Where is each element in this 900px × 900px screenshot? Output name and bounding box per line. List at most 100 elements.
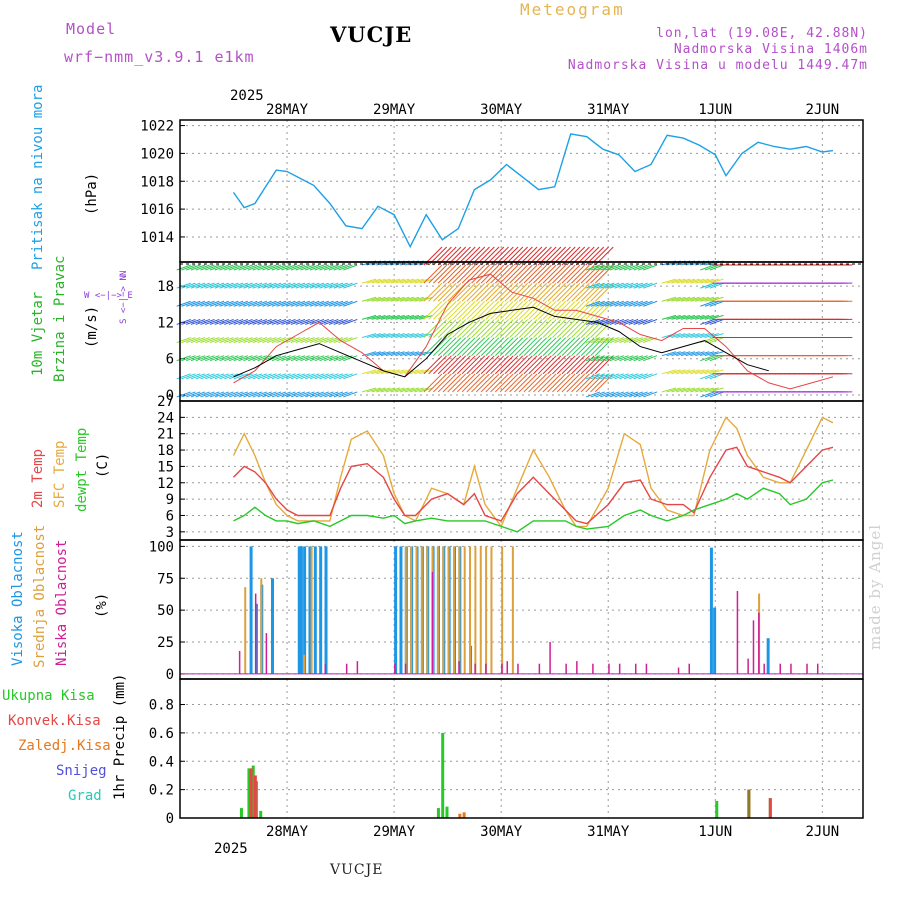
wind-barb xyxy=(666,278,681,284)
wind-barb xyxy=(485,373,505,393)
wind-barb xyxy=(533,337,552,357)
wind-barb xyxy=(552,337,571,357)
wind-barb xyxy=(633,300,648,307)
wind-barb xyxy=(247,318,263,325)
wind-barb xyxy=(542,373,562,393)
wind-barb xyxy=(671,314,686,320)
wind-barb xyxy=(181,282,196,289)
cloud-bar-low xyxy=(608,663,610,674)
wind-barb xyxy=(685,296,700,302)
wind-barb xyxy=(238,264,253,271)
wind-barb xyxy=(314,355,329,362)
wind-barb xyxy=(371,387,386,393)
location-elevation: Nadmorska Visina 1406m xyxy=(673,42,868,57)
wind-barb xyxy=(361,278,377,284)
wind-barb xyxy=(224,355,239,362)
wind-barb xyxy=(547,373,567,393)
wind-barb xyxy=(614,264,629,271)
wind-barb xyxy=(200,355,215,362)
wind-barb xyxy=(271,282,287,289)
wind-barb xyxy=(704,373,720,380)
wind-barb xyxy=(276,355,291,362)
wind-barb xyxy=(666,387,681,393)
cloud-bar-low xyxy=(538,663,541,674)
wind-barb xyxy=(385,351,400,357)
top-date-label: 1JUN xyxy=(698,102,732,118)
wind-barb xyxy=(433,337,452,357)
cloud-bar-low xyxy=(324,663,327,674)
wind-barb xyxy=(690,351,705,357)
wind-barb xyxy=(338,282,353,289)
wind-barb xyxy=(376,387,391,393)
wind-barb xyxy=(214,355,229,362)
wind-barb xyxy=(219,337,234,344)
wind-barb xyxy=(186,355,201,362)
wind-barb xyxy=(333,337,348,344)
wind-barb xyxy=(376,314,391,320)
wind-barb xyxy=(518,301,538,320)
wind-barb xyxy=(676,314,691,320)
wind-barb xyxy=(499,319,519,338)
wind-barb xyxy=(571,282,590,302)
wind-barb xyxy=(390,278,405,284)
bottom-date-label: 28MAY xyxy=(266,824,309,840)
wind-barb xyxy=(628,264,644,271)
wind-barb xyxy=(552,355,571,375)
wind-barb xyxy=(309,355,325,362)
wind-barb xyxy=(266,300,282,307)
wind-barb xyxy=(547,282,567,302)
wind-barb xyxy=(243,264,258,271)
wind-barb xyxy=(390,314,405,320)
wind-barb xyxy=(376,351,391,357)
wind-barb xyxy=(343,264,358,271)
wind-barb xyxy=(518,319,538,338)
wind-barb xyxy=(571,264,590,284)
wind-barb xyxy=(324,355,339,362)
wind-barb xyxy=(585,337,601,344)
wind-barb xyxy=(271,373,287,380)
cloud-bar-low xyxy=(565,663,567,674)
wind-barb xyxy=(685,314,700,320)
cloud-bar-high xyxy=(313,546,317,674)
wind-barb xyxy=(633,282,648,289)
wind-barb xyxy=(475,373,495,393)
wind-barb xyxy=(343,282,358,289)
wind-barb xyxy=(338,318,353,325)
wind-barb xyxy=(290,373,306,380)
wind-barb xyxy=(428,373,448,393)
wind-ylabel-sub: Brzina i Pravac xyxy=(52,256,68,382)
wind-barb xyxy=(537,264,557,284)
wind-barb xyxy=(699,387,715,393)
wind-barb xyxy=(247,355,263,362)
wind-barb xyxy=(471,264,490,284)
cloud-bar-high xyxy=(713,607,717,674)
wind-barb xyxy=(542,282,562,302)
wind-barb xyxy=(661,314,677,320)
wind-barb xyxy=(542,264,562,284)
wind-barb xyxy=(680,333,696,339)
wind-barb xyxy=(324,300,339,307)
wind-barb xyxy=(286,282,301,289)
wind-barb xyxy=(571,373,590,393)
legend-hail: Grad xyxy=(68,788,102,804)
wind-barb xyxy=(509,282,528,302)
cloud-bar-mid xyxy=(426,546,429,674)
ytick-label-1-1: 6 xyxy=(166,352,174,368)
wind-barb xyxy=(600,264,615,271)
wind-barb xyxy=(619,391,634,398)
wind-barb xyxy=(609,337,625,344)
wind-barb xyxy=(399,351,415,357)
wind-barb xyxy=(281,355,296,362)
wind-barb xyxy=(623,264,639,271)
wind-barb xyxy=(604,300,620,307)
wind-barb xyxy=(314,391,329,398)
cloud-bar-high xyxy=(270,578,274,674)
temp-unit: (C) xyxy=(95,453,111,478)
top-date-label: 28MAY xyxy=(266,102,309,118)
wind-barb xyxy=(423,264,443,284)
wind-barb xyxy=(633,373,648,380)
top-date-label: 30MAY xyxy=(480,102,523,118)
wind-barb xyxy=(224,373,239,380)
wind-barb xyxy=(690,296,705,302)
wind-barb xyxy=(614,355,629,362)
